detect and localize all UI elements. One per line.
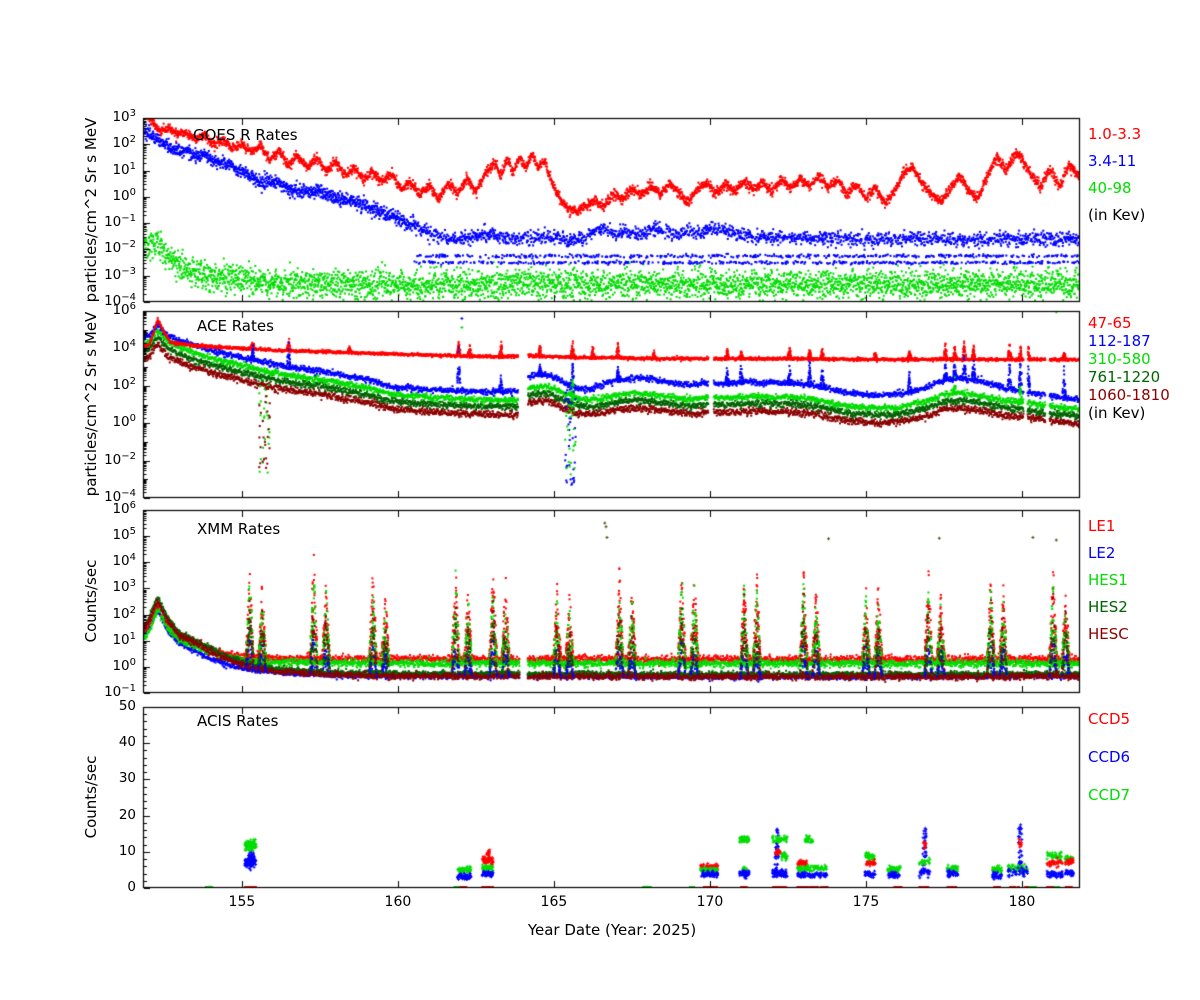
y-tick-label-xmm: 104 — [112, 551, 136, 569]
y-tick-label-goes: 103 — [112, 107, 136, 125]
y-tick-label-goes: 101 — [112, 160, 136, 178]
x-tick-label-160: 160 — [384, 894, 412, 910]
legend-ace-47-65: 47-65 — [1088, 314, 1132, 332]
legend-goes-40-98: 40-98 — [1088, 179, 1132, 197]
legend-xmm-hesc: HESC — [1088, 625, 1129, 643]
x-tick-label-175: 175 — [852, 894, 880, 910]
x-tick-label-180: 180 — [1008, 894, 1036, 910]
y-tick-label-xmm: 10−1 — [104, 682, 136, 700]
legend-xmm-hes2: HES2 — [1088, 598, 1128, 616]
y-tick-label-xmm: 105 — [112, 525, 136, 543]
legend-ace-310-580: 310-580 — [1088, 350, 1151, 368]
legend-xmm-hes1: HES1 — [1088, 571, 1128, 589]
y-tick-label-acis: 50 — [118, 697, 136, 714]
legend-acis-ccd5: CCD5 — [1088, 710, 1131, 728]
panel-title-ace: ACE Rates — [197, 317, 274, 335]
y-tick-label-goes: 100 — [112, 186, 136, 204]
y-tick-label-ace: 106 — [112, 300, 136, 318]
y-tick-label-goes: 102 — [112, 133, 136, 151]
y-tick-label-xmm: 102 — [112, 604, 136, 622]
legend-goes-3-4-11: 3.4-11 — [1088, 152, 1137, 170]
y-tick-label-acis: 30 — [118, 769, 136, 786]
y-tick-label-xmm: 106 — [112, 499, 136, 517]
y-tick-label-ace: 100 — [112, 412, 136, 430]
legend-xmm-le1: LE1 — [1088, 517, 1116, 535]
y-tick-label-acis: 10 — [118, 842, 136, 859]
y-tick-label-xmm: 103 — [112, 577, 136, 595]
x-axis-label: Year Date (Year: 2025) — [527, 921, 697, 939]
x-tick-label-165: 165 — [540, 894, 568, 910]
y-tick-label-acis: 20 — [118, 806, 136, 823]
y-tick-label-ace: 10−2 — [104, 450, 136, 468]
panel-title-acis: ACIS Rates — [197, 712, 279, 730]
y-tick-label-acis: 40 — [118, 733, 136, 750]
y-tick-label-xmm: 101 — [112, 630, 136, 648]
y-tick-label-ace: 102 — [112, 375, 136, 393]
legend-goes--in-kev-: (in Kev) — [1088, 206, 1146, 224]
y-tick-label-goes: 10−1 — [104, 212, 136, 230]
panel-title-goes: GOES R Rates — [193, 126, 298, 144]
y-tick-label-goes: 10−2 — [104, 238, 136, 256]
legend-ace--in-kev-: (in Kev) — [1088, 404, 1146, 422]
y-axis-label-acis: Counts/sec — [82, 755, 100, 839]
y-tick-label-xmm: 100 — [112, 656, 136, 674]
y-tick-label-acis: 0 — [127, 878, 136, 895]
y-tick-label-goes: 10−4 — [104, 291, 136, 309]
legend-acis-ccd6: CCD6 — [1088, 748, 1131, 766]
y-tick-label-ace: 10−4 — [104, 487, 136, 505]
y-tick-label-goes: 10−3 — [104, 265, 136, 283]
y-axis-label-xmm: Counts/sec — [82, 559, 100, 643]
legend-ace-761-1220: 761-1220 — [1088, 368, 1161, 386]
panel-title-xmm: XMM Rates — [197, 520, 281, 538]
y-tick-label-ace: 104 — [112, 337, 136, 355]
legend-ace-112-187: 112-187 — [1088, 332, 1151, 350]
legend-acis-ccd7: CCD7 — [1088, 786, 1131, 804]
x-tick-label-170: 170 — [696, 894, 724, 910]
legend-ace-1060-1810: 1060-1810 — [1088, 386, 1170, 404]
x-tick-label-155: 155 — [228, 894, 256, 910]
legend-xmm-le2: LE2 — [1088, 544, 1116, 562]
legend-goes-1-0-3-3: 1.0-3.3 — [1088, 125, 1142, 143]
